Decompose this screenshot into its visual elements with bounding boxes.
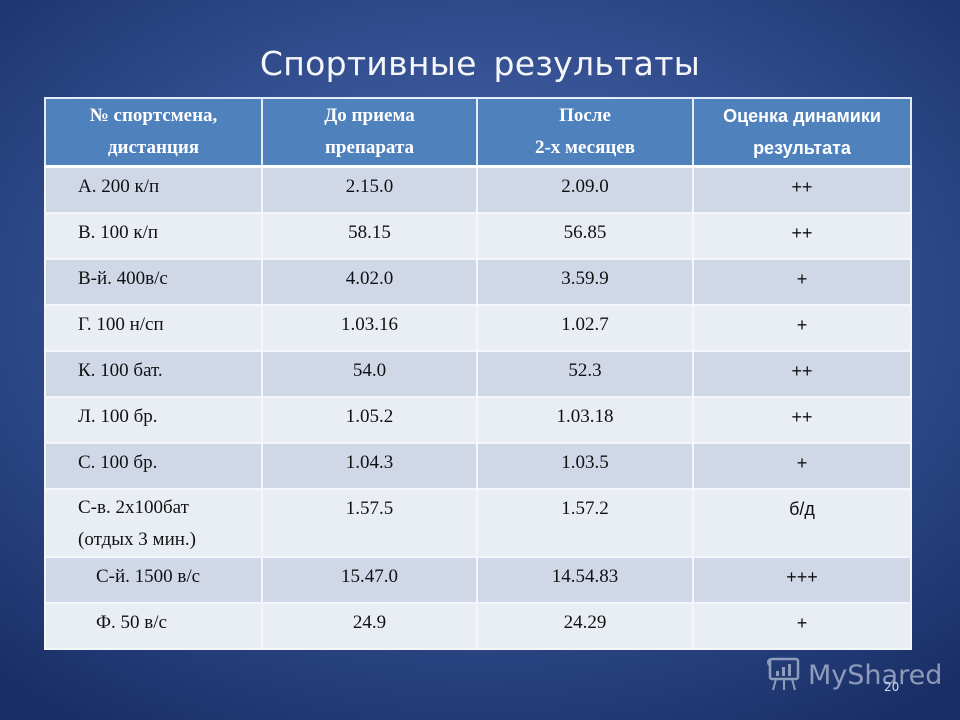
after-cell: 2.09.0 bbox=[476, 165, 694, 214]
dynamics-cell: +++ bbox=[692, 556, 912, 604]
table-row: В-й. 400в/с 4.02.0 3.59.9 + bbox=[44, 258, 912, 306]
before-cell: 24.9 bbox=[261, 602, 478, 650]
table-row: Ф. 50 в/с 24.9 24.29 + bbox=[44, 602, 912, 650]
table-row: А. 200 к/п 2.15.0 2.09.0 ++ bbox=[44, 165, 912, 214]
header-dynamics: Оценка динамики результата bbox=[692, 97, 912, 168]
athlete-cell: К. 100 бат. bbox=[44, 350, 263, 398]
table-row: В. 100 к/п 58.15 56.85 ++ bbox=[44, 212, 912, 260]
athlete-cell: С-й. 1500 в/с bbox=[44, 556, 263, 604]
table-row: С-й. 1500 в/с 15.47.0 14.54.83 +++ bbox=[44, 556, 912, 604]
slide-number: 20 bbox=[884, 680, 900, 694]
before-cell: 4.02.0 bbox=[261, 258, 478, 306]
after-cell: 1.02.7 bbox=[476, 304, 694, 352]
after-cell: 52.3 bbox=[476, 350, 694, 398]
dynamics-cell: + bbox=[692, 602, 912, 650]
header-athlete: № спортсмена, дистанция bbox=[44, 97, 263, 168]
before-cell: 15.47.0 bbox=[261, 556, 478, 604]
before-cell: 54.0 bbox=[261, 350, 478, 398]
athlete-cell: А. 200 к/п bbox=[44, 165, 263, 214]
after-cell: 1.03.5 bbox=[476, 442, 694, 490]
table-row: С. 100 бр. 1.04.3 1.03.5 + bbox=[44, 442, 912, 490]
dynamics-cell: б/д bbox=[692, 488, 912, 558]
table-row: К. 100 бат. 54.0 52.3 ++ bbox=[44, 350, 912, 398]
table-row: С-в. 2х100бат (отдых 3 мин.) 1.57.5 1.57.… bbox=[44, 488, 912, 558]
dynamics-cell: + bbox=[692, 258, 912, 306]
before-cell: 2.15.0 bbox=[261, 165, 478, 214]
before-cell: 1.03.16 bbox=[261, 304, 478, 352]
dynamics-cell: + bbox=[692, 304, 912, 352]
table-row: Г. 100 н/сп 1.03.16 1.02.7 + bbox=[44, 304, 912, 352]
athlete-cell: Л. 100 бр. bbox=[44, 396, 263, 444]
dynamics-cell: ++ bbox=[692, 212, 912, 260]
dynamics-cell: ++ bbox=[692, 350, 912, 398]
slide-title: Спортивные результаты bbox=[259, 44, 701, 83]
athlete-cell: С-в. 2х100бат (отдых 3 мин.) bbox=[44, 488, 263, 558]
before-cell: 1.57.5 bbox=[261, 488, 478, 558]
after-cell: 24.29 bbox=[476, 602, 694, 650]
athlete-cell: Г. 100 н/сп bbox=[44, 304, 263, 352]
before-cell: 1.04.3 bbox=[261, 442, 478, 490]
watermark-text: MyShared bbox=[808, 659, 943, 691]
athlete-cell: В-й. 400в/с bbox=[44, 258, 263, 306]
table-row: Л. 100 бр. 1.05.2 1.03.18 ++ bbox=[44, 396, 912, 444]
athlete-cell: С. 100 бр. bbox=[44, 442, 263, 490]
after-cell: 14.54.83 bbox=[476, 556, 694, 604]
dynamics-cell: + bbox=[692, 442, 912, 490]
presentation-chart-icon bbox=[766, 654, 802, 697]
after-cell: 1.57.2 bbox=[476, 488, 694, 558]
watermark: MyShared bbox=[766, 655, 942, 695]
after-cell: 56.85 bbox=[476, 212, 694, 260]
after-cell: 1.03.18 bbox=[476, 396, 694, 444]
dynamics-cell: ++ bbox=[692, 396, 912, 444]
table-header-row: № спортсмена, дистанция До приема препарат… bbox=[44, 97, 912, 168]
header-before: До приема препарата bbox=[261, 97, 478, 168]
before-cell: 1.05.2 bbox=[261, 396, 478, 444]
results-table: № спортсмена, дистанция До приема препарат… bbox=[44, 97, 912, 650]
athlete-cell: Ф. 50 в/с bbox=[44, 602, 263, 650]
after-cell: 3.59.9 bbox=[476, 258, 694, 306]
header-after: После 2-х месяцев bbox=[476, 97, 694, 168]
before-cell: 58.15 bbox=[261, 212, 478, 260]
athlete-cell: В. 100 к/п bbox=[44, 212, 263, 260]
dynamics-cell: ++ bbox=[692, 165, 912, 214]
